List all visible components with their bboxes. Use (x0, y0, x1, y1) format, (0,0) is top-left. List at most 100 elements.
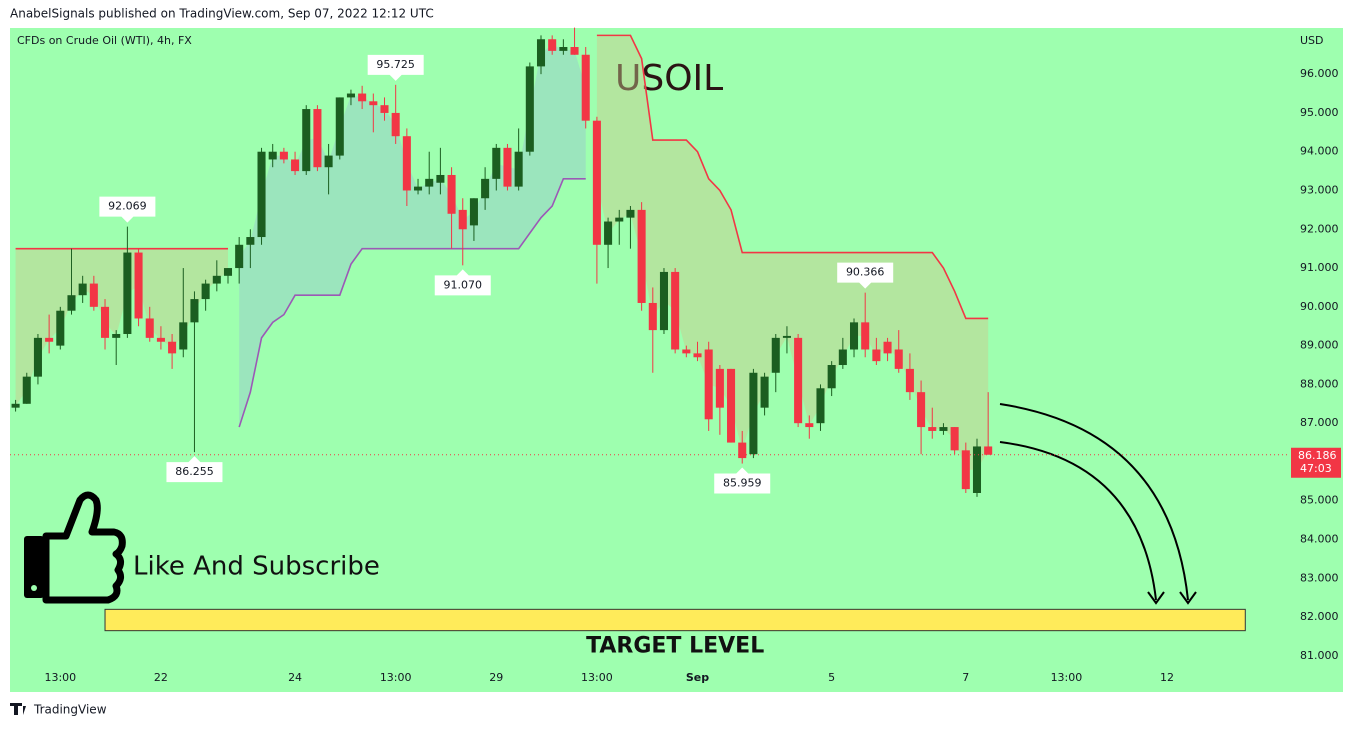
last-price-label: 86.186 (1298, 449, 1337, 462)
candle-body (682, 349, 691, 354)
annotation-label: 91.070 (444, 278, 483, 291)
y-tick-label: 81.000 (1300, 649, 1339, 662)
annotation-box (434, 269, 491, 296)
candle-body (112, 333, 121, 338)
y-tick-label: 94.000 (1300, 145, 1339, 158)
candle-body (201, 283, 210, 300)
footer: TradingView (33, 703, 107, 717)
candle-body (536, 39, 546, 67)
header: AnabelSignals published on TradingView.c… (10, 7, 434, 21)
candle-body (849, 322, 859, 350)
candle-body (358, 93, 367, 102)
candle-body (514, 151, 523, 187)
annotation-box (367, 54, 424, 81)
annotation-label: 90.366 (846, 266, 885, 279)
candle-body (570, 47, 579, 55)
y-tick-label: 92.000 (1300, 222, 1339, 235)
y-tick-label: 93.000 (1300, 183, 1339, 196)
candle-body (715, 368, 724, 408)
candle-body (838, 349, 847, 366)
candle-body (659, 271, 668, 331)
price-annotation: 86.255 (166, 456, 223, 483)
chart-title: USOIL (615, 58, 723, 99)
candle-body (827, 365, 836, 389)
candle-body (872, 349, 881, 362)
candle-body (961, 450, 970, 490)
candle-body (525, 66, 534, 152)
candle-body (134, 252, 143, 319)
candle-body (291, 159, 300, 172)
candle-body (503, 147, 512, 187)
candle-body (324, 155, 333, 168)
forecast-arrows (999, 403, 1197, 605)
candle-body (883, 341, 892, 354)
candle-body (11, 403, 20, 408)
plot-background (10, 28, 1343, 692)
candle-body (782, 335, 791, 338)
candle-body (123, 252, 132, 334)
candle-body (335, 97, 344, 156)
countdown-label: 47:03 (1300, 462, 1332, 475)
y-tick-label: 82.000 (1300, 610, 1339, 623)
candle-body (727, 368, 736, 443)
candle-body (145, 318, 154, 338)
x-tick-label: 13:00 (581, 671, 613, 684)
candle-body (402, 136, 411, 191)
candle-body (235, 244, 244, 269)
annotation-label: 86.255 (175, 465, 214, 478)
annotation-box (99, 196, 156, 223)
candle-body (760, 376, 769, 408)
thumb-icon (24, 491, 126, 604)
candle-body (615, 217, 624, 222)
candle-body (950, 427, 959, 451)
y-tick-label: 87.000 (1300, 416, 1339, 429)
annotation-box (166, 456, 223, 483)
x-tick-label: 24 (288, 671, 302, 684)
candle-body (425, 178, 434, 187)
candle-body (156, 337, 165, 342)
candle-body (346, 93, 355, 98)
candle-body (212, 275, 221, 284)
candle-body (481, 178, 490, 199)
y-tick-label: 95.000 (1300, 106, 1339, 119)
candle-body (56, 310, 65, 346)
candle-body (928, 427, 937, 431)
target-zone (104, 608, 1246, 632)
candle-body (302, 109, 311, 172)
price-annotation: 90.366 (837, 262, 894, 289)
trend-area (239, 45, 586, 428)
candle-body (469, 198, 478, 226)
x-tick-label: 7 (962, 671, 969, 684)
candle-body (414, 186, 423, 191)
candle-body (771, 337, 780, 373)
y-tick-label: 89.000 (1300, 339, 1339, 352)
price-annotation: 85.959 (714, 467, 771, 494)
x-tick-label: 5 (828, 671, 835, 684)
trend-line (238, 178, 586, 428)
trend-area (15, 248, 228, 406)
candle-body (45, 337, 54, 342)
candle-body (458, 209, 467, 230)
candle-body (268, 151, 277, 160)
candle-body (257, 151, 266, 238)
candle-body (89, 283, 98, 307)
candle-body (179, 322, 188, 350)
candle-body (648, 302, 657, 331)
candle-body (380, 105, 389, 113)
y-tick-label: 88.000 (1300, 377, 1339, 390)
x-tick-label: 22 (154, 671, 168, 684)
candle-body (984, 446, 993, 455)
candle-body (447, 174, 456, 214)
y-tick-label: 90.000 (1300, 300, 1339, 313)
candle-body (794, 337, 803, 424)
x-tick-label: 13:00 (44, 671, 76, 684)
candle-body (391, 112, 400, 137)
logo (10, 703, 26, 715)
candle-body (637, 209, 646, 303)
x-tick-label: 13:00 (1051, 671, 1083, 684)
candle-body (168, 341, 177, 354)
candle-body (223, 268, 233, 276)
candle-body (279, 151, 288, 160)
trend-line (15, 34, 989, 320)
